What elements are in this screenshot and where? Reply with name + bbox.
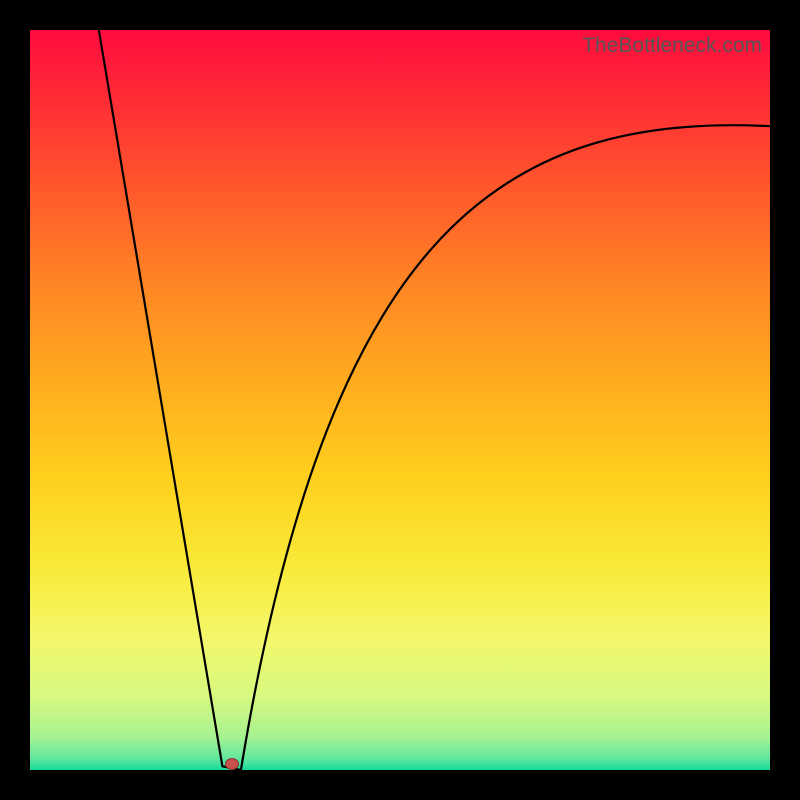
chart-container: TheBottleneck.com <box>0 0 800 800</box>
bottleneck-curve <box>99 30 770 770</box>
optimum-marker <box>225 758 239 770</box>
curve-layer <box>30 30 770 770</box>
plot-area: TheBottleneck.com <box>30 30 770 770</box>
watermark-text: TheBottleneck.com <box>582 34 762 58</box>
